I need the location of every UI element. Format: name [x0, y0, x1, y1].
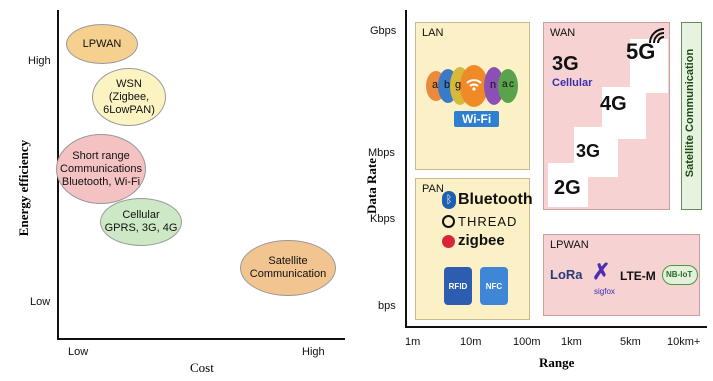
ellipse-short-range-label: Short range Communications Bluetooth, Wi… — [60, 149, 142, 188]
ellipse-lpwan-label: LPWAN — [82, 37, 122, 50]
right-x-tick-5km: 5km — [620, 336, 641, 348]
bluetooth-icon: ᛒ — [442, 191, 456, 209]
satellite-box: Satellite Communication — [681, 22, 702, 210]
gen-4g: 4G — [600, 93, 627, 115]
wan-box: WAN 3G 5G Cellular 4G 3G 2G — [543, 22, 670, 210]
right-y-tick-kbps: Kbps — [370, 213, 396, 225]
ellipse-lpwan: LPWAN — [66, 24, 138, 64]
right-y-tick-gbps: Gbps — [370, 25, 397, 37]
wifi-letter-a: a — [432, 79, 439, 91]
right-y-axis — [405, 10, 407, 328]
thread-label: THREAD — [458, 214, 518, 229]
bluetooth-label: Bluetooth — [458, 191, 533, 208]
cellular-label: Cellular — [552, 77, 593, 89]
ellipse-satellite: Satellite Communication — [240, 240, 336, 296]
left-y-tick-low: Low — [30, 296, 51, 308]
left-x-tick-low: Low — [68, 346, 89, 358]
ellipse-short-range: Short range Communications Bluetooth, Wi… — [56, 134, 146, 204]
ellipse-cellular: Cellular GPRS, 3G, 4G — [100, 198, 182, 246]
wifi-ring-ac — [498, 69, 518, 103]
lpwan-title: LPWAN — [550, 239, 589, 251]
zigbee-icon — [442, 235, 455, 248]
right-x-axis-label: Range — [539, 355, 575, 370]
nfc-label: NFC — [485, 281, 503, 291]
left-x-tick-high: High — [302, 346, 325, 358]
wifi-icon: a b g n a c — [426, 65, 522, 109]
satellite-label: Satellite Communication — [684, 48, 696, 178]
zigbee-label: zigbee — [458, 232, 505, 249]
wan-stair-3 — [602, 87, 646, 139]
wifi-letter-n: n — [490, 79, 497, 91]
ellipse-cellular-label: Cellular GPRS, 3G, 4G — [104, 209, 178, 234]
pan-box: PAN ᛒ Bluetooth THREAD zigbee RFID NFC — [415, 178, 533, 320]
gen-3g: 3G — [576, 141, 601, 161]
lan-box: LAN a b g n a c Wi-Fi — [415, 22, 530, 170]
right-x-tick-1m: 1m — [405, 336, 421, 348]
wifi-label: Wi-Fi — [454, 111, 500, 127]
ellipse-satellite-label: Satellite Communication — [249, 255, 327, 280]
sigfox-label: sigfox — [594, 287, 615, 296]
wifi-letter-a2: a — [502, 79, 508, 90]
right-x-tick-100m: 100m — [513, 336, 541, 348]
gen-3g-top: 3G — [552, 53, 579, 75]
lora-label: LoRa — [550, 267, 583, 282]
nfc-icon: NFC — [480, 267, 508, 305]
right-x-axis — [405, 326, 707, 328]
nb-iot-label: NB-IoT — [666, 270, 693, 279]
left-y-tick-high: High — [28, 55, 51, 67]
wifi-ring-center — [460, 65, 488, 107]
ellipse-wsn-label: WSN (Zigbee, 6LowPAN) — [103, 77, 155, 116]
cellular-signal-icon — [649, 28, 665, 44]
right-x-tick-10km: 10km+ — [667, 336, 701, 348]
left-y-axis-label: Energy efficiency — [16, 139, 31, 237]
right-x-tick-10m: 10m — [460, 336, 482, 348]
pan-title: PAN — [422, 183, 444, 195]
right-y-tick-mbps: Mbps — [368, 147, 395, 159]
lte-m-label: LTE-M — [620, 269, 656, 283]
wan-stair-4 — [630, 39, 668, 93]
nb-iot-icon — [662, 265, 698, 285]
right-y-tick-bps: bps — [378, 300, 396, 312]
gen-5g: 5G — [626, 39, 656, 64]
wan-title: WAN — [550, 27, 576, 39]
left-x-axis-label: Cost — [190, 360, 214, 375]
sigfox-icon: ✗ — [592, 259, 611, 284]
thread-icon — [442, 215, 455, 228]
ellipse-wsn: WSN (Zigbee, 6LowPAN) — [92, 68, 166, 126]
rfid-label: RFID — [448, 281, 468, 291]
rfid-icon: RFID — [444, 267, 472, 305]
wifi-letter-b: b — [444, 79, 451, 91]
gen-2g: 2G — [554, 177, 581, 199]
lan-title: LAN — [422, 27, 444, 39]
left-x-axis — [57, 338, 345, 340]
wifi-letter-g: g — [455, 79, 462, 91]
wifi-letter-c: c — [509, 79, 514, 90]
lpwan-box: LPWAN LoRa ✗ sigfox LTE-M NB-IoT — [543, 234, 700, 316]
wifi-signal-icon — [466, 79, 482, 91]
right-x-tick-1km: 1km — [561, 336, 582, 348]
